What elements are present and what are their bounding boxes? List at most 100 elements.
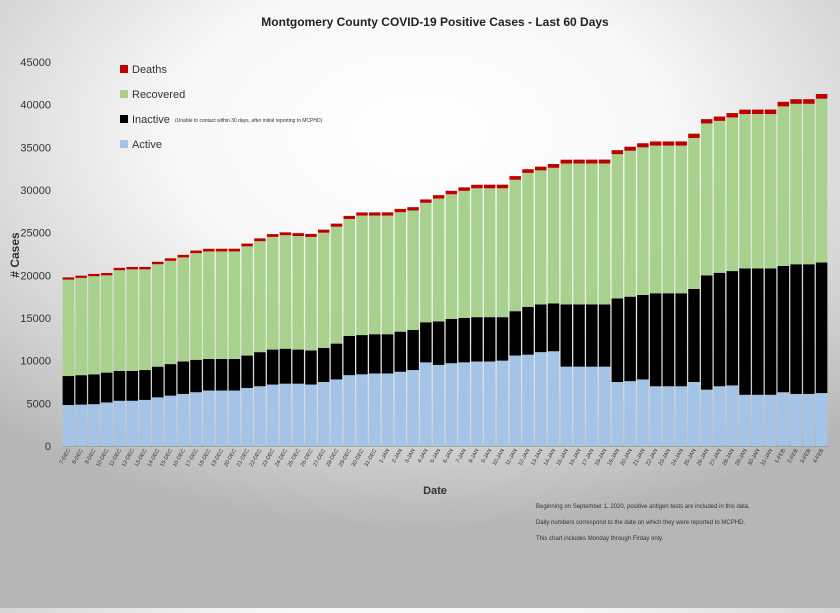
- bar-segment-inactive: [496, 317, 509, 361]
- bar-segment-deaths: [215, 248, 228, 252]
- bar-segment-inactive: [369, 334, 381, 374]
- bar-segment-active: [777, 392, 790, 446]
- bar-segment-recovered: [713, 120, 726, 273]
- bar-segment-recovered: [662, 145, 675, 294]
- bar-segment-inactive: [356, 335, 368, 375]
- bar-segment-deaths: [100, 273, 113, 276]
- bar-segment-recovered: [496, 188, 509, 318]
- legend-swatch-active: [120, 140, 128, 148]
- x-tick-label: 8-JAN: [468, 448, 481, 464]
- bar-segment-active: [483, 361, 496, 446]
- bar-segment-recovered: [254, 241, 266, 353]
- y-axis-tick-labels: 0 5000 10000 15000 20000 25000 30000 35000 40000…: [20, 57, 51, 453]
- bar-segment-recovered: [790, 103, 802, 265]
- bar-segment-deaths: [535, 166, 547, 171]
- bar-segment-recovered: [611, 154, 624, 299]
- legend-label-active: Active: [132, 139, 162, 151]
- bar-segment-inactive: [815, 262, 828, 394]
- bar-segment-active: [190, 392, 202, 446]
- bar-segment-recovered: [688, 137, 700, 289]
- y-tick-label: 45000: [20, 57, 51, 69]
- bar-segment-inactive: [458, 318, 470, 363]
- bar-segment-inactive: [752, 268, 764, 395]
- y-tick-label: 15000: [20, 313, 51, 325]
- x-tick-label: 5-JAN: [430, 448, 443, 464]
- y-tick-label: 0: [45, 441, 51, 453]
- bar-segment-recovered: [573, 163, 585, 305]
- bar-segment-recovered: [675, 145, 687, 294]
- bar-segment-active: [509, 355, 521, 446]
- bar-segment-recovered: [241, 246, 253, 356]
- bar-segment-deaths: [688, 133, 700, 138]
- bar-segment-deaths: [509, 176, 521, 180]
- bar-segment-inactive: [266, 349, 279, 385]
- bar-segment-inactive: [113, 370, 126, 401]
- bar-segment-recovered: [305, 236, 317, 351]
- y-axis-label: # Cases: [8, 232, 22, 278]
- bar-segment-active: [420, 362, 432, 446]
- y-tick-label: 25000: [20, 228, 51, 240]
- bar-segment-active: [522, 354, 534, 446]
- bar-segment-recovered: [624, 150, 636, 297]
- bar-segment-deaths: [586, 159, 598, 164]
- bar-segment-inactive: [62, 376, 75, 406]
- bar-segment-inactive: [739, 268, 751, 395]
- bar-segment-inactive: [611, 298, 624, 382]
- bar-segment-recovered: [547, 167, 560, 304]
- bar-segment-deaths: [496, 184, 509, 189]
- bar-segment-inactive: [483, 317, 496, 362]
- bar-segment-inactive: [330, 343, 343, 380]
- bar-segment-inactive: [662, 293, 675, 387]
- bar-segment-inactive: [75, 375, 87, 405]
- bar-segment-recovered: [266, 236, 279, 350]
- bar-segment-recovered: [637, 147, 649, 295]
- y-tick-label: 20000: [20, 270, 51, 282]
- bar-segment-inactive: [139, 370, 151, 400]
- bar-segment-active: [113, 400, 126, 446]
- bar-segment-deaths: [330, 223, 343, 227]
- bar-segment-active: [815, 393, 828, 446]
- bar-segment-inactive: [803, 264, 815, 394]
- bar-segment-recovered: [317, 232, 330, 348]
- bar-segment-recovered: [700, 123, 713, 276]
- bar-segment-inactive: [764, 268, 777, 395]
- bar-segment-inactive: [560, 304, 573, 367]
- bar-segment-deaths: [624, 146, 636, 151]
- bar-segment-deaths: [777, 101, 790, 107]
- x-tick-label: 7-JAN: [455, 448, 468, 464]
- bar-segment-deaths: [88, 273, 100, 277]
- bar-segment-active: [254, 386, 266, 446]
- bar-segment-inactive: [190, 359, 202, 393]
- bar-segment-recovered: [445, 194, 458, 319]
- bar-segment-recovered: [458, 190, 470, 318]
- bar-segment-recovered: [432, 198, 445, 322]
- bar-segment-active: [637, 379, 649, 446]
- chart-note: Beginning on September 1, 2020, positive…: [536, 504, 750, 510]
- bar-segment-active: [228, 390, 241, 446]
- x-tick-label: 3-JAN: [404, 448, 417, 464]
- bar-segment-inactive: [88, 374, 100, 405]
- bar-segment-deaths: [381, 212, 394, 216]
- bar-segment-deaths: [254, 238, 266, 242]
- bar-segment-inactive: [598, 304, 611, 367]
- bar-segment-deaths: [292, 233, 304, 237]
- bar-segment-inactive: [254, 352, 266, 387]
- bar-segment-deaths: [803, 99, 815, 104]
- bar-segment-deaths: [726, 113, 738, 118]
- bar-segment-recovered: [752, 114, 764, 269]
- y-tick-label: 40000: [20, 100, 51, 112]
- bar-segment-inactive: [700, 275, 713, 390]
- bar-segment-active: [75, 404, 87, 446]
- bar-segment-recovered: [649, 145, 662, 294]
- bar-segment-deaths: [471, 184, 483, 189]
- bar-segment-recovered: [598, 163, 611, 305]
- bar-segment-inactive: [317, 347, 330, 382]
- bar-segment-deaths: [700, 119, 713, 124]
- x-tick-label: 31-DEC: [364, 448, 379, 468]
- bar-segment-active: [662, 386, 675, 446]
- bar-segment-active: [100, 402, 113, 446]
- bar-segment-recovered: [726, 117, 738, 272]
- legend-swatch-deaths: [120, 65, 128, 73]
